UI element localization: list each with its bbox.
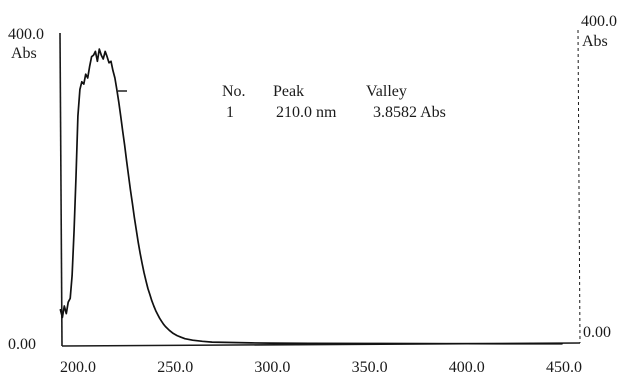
x-tick-label: 350.0 (352, 359, 388, 376)
peak-table-header-no: No. (222, 83, 246, 100)
x-tick-labels: 200.0 250.0 300.0 350.0 400.0 450.0 (60, 359, 582, 376)
right-axis-line (577, 29, 581, 344)
absorbance-spectrum-line (59, 48, 563, 345)
left-axis-bottom-label: 0.00 (8, 336, 36, 353)
left-axis-unit-label: Abs (11, 45, 37, 62)
right-axis-top-label: 400.0 (581, 13, 617, 30)
peak-table-header-peak: Peak (273, 83, 304, 100)
left-axis-top-label: 400.0 (8, 26, 44, 43)
left-axis-line (59, 32, 63, 347)
peak-table-header-valley: Valley (366, 83, 407, 100)
x-tick-label: 200.0 (60, 359, 96, 376)
right-axis-unit-label: Abs (582, 33, 608, 50)
x-tick-label: 450.0 (546, 359, 582, 376)
peak-table-row-peak: 210.0 nm (276, 104, 337, 121)
peak-table-row-no: 1 (226, 104, 234, 121)
peak-table: No. Peak Valley 1 210.0 nm 3.8582 Abs (222, 83, 446, 121)
x-tick-label: 300.0 (254, 359, 290, 376)
right-axis-bottom-label: 0.00 (583, 324, 611, 341)
x-tick-label: 400.0 (449, 359, 485, 376)
peak-table-row-valley: 3.8582 Abs (373, 104, 446, 121)
x-tick-label: 250.0 (157, 359, 193, 376)
